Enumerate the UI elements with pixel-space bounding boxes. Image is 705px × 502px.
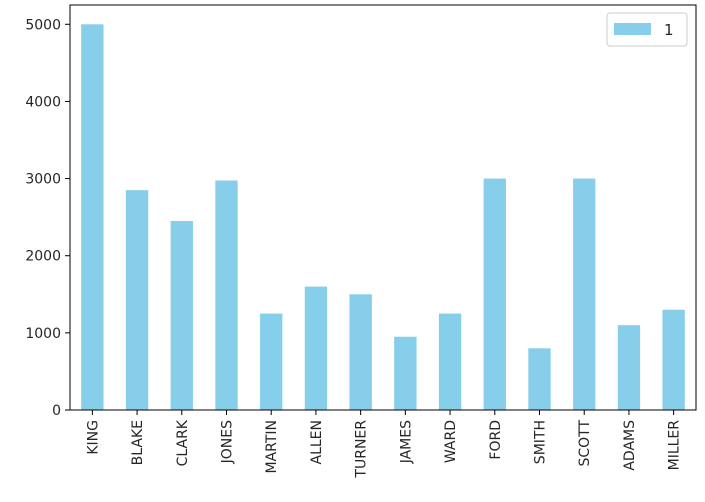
bar-scott — [573, 178, 596, 410]
legend: 1 — [606, 12, 688, 47]
x-tick-label: KING — [85, 420, 101, 455]
x-tick-label: ADAMS — [622, 420, 638, 471]
y-tick-label: 4000 — [25, 94, 61, 110]
bar-ford — [483, 178, 506, 410]
bar-turner — [349, 294, 372, 410]
x-tick-label: MARTIN — [264, 420, 280, 474]
plot-frame — [69, 4, 697, 411]
y-axis-ticks: 0 1000 2000 3000 4000 5000 — [25, 17, 70, 419]
x-tick-label: MILLER — [667, 420, 683, 471]
y-tick-label: 0 — [52, 403, 61, 419]
x-tick-label: BLAKE — [130, 420, 146, 465]
bar-allen — [304, 286, 328, 410]
x-tick-label: SCOTT — [577, 420, 593, 467]
x-tick-label: FORD — [488, 420, 504, 460]
bar-ward — [438, 313, 462, 410]
x-tick-label: JONES — [220, 420, 236, 464]
y-tick-label: 3000 — [25, 172, 61, 188]
bar-smith — [528, 348, 551, 410]
bar-martin — [260, 313, 283, 410]
y-tick-label: 5000 — [25, 17, 61, 33]
bar-blake — [125, 190, 149, 410]
bar-jones — [215, 180, 238, 410]
x-tick-label: ALLEN — [309, 420, 325, 465]
legend-label: 1 — [664, 21, 674, 39]
x-tick-label: SMITH — [533, 420, 549, 464]
bar-james — [394, 336, 417, 410]
bar-miller — [662, 309, 685, 410]
bars-group — [81, 24, 685, 411]
legend-swatch — [614, 23, 651, 35]
bar-adams — [617, 325, 641, 410]
x-axis-ticks: KING BLAKE CLARK JONES MARTIN ALLEN TURNER JAME… — [85, 410, 683, 479]
x-tick-label: CLARK — [175, 419, 191, 466]
y-tick-label: 1000 — [25, 326, 61, 342]
x-tick-label: TURNER — [354, 420, 370, 479]
bar-king — [81, 24, 104, 411]
y-tick-label: 2000 — [25, 249, 61, 265]
x-tick-label: JAMES — [398, 420, 414, 464]
bar-clark — [170, 221, 193, 410]
x-tick-label: WARD — [443, 420, 459, 463]
